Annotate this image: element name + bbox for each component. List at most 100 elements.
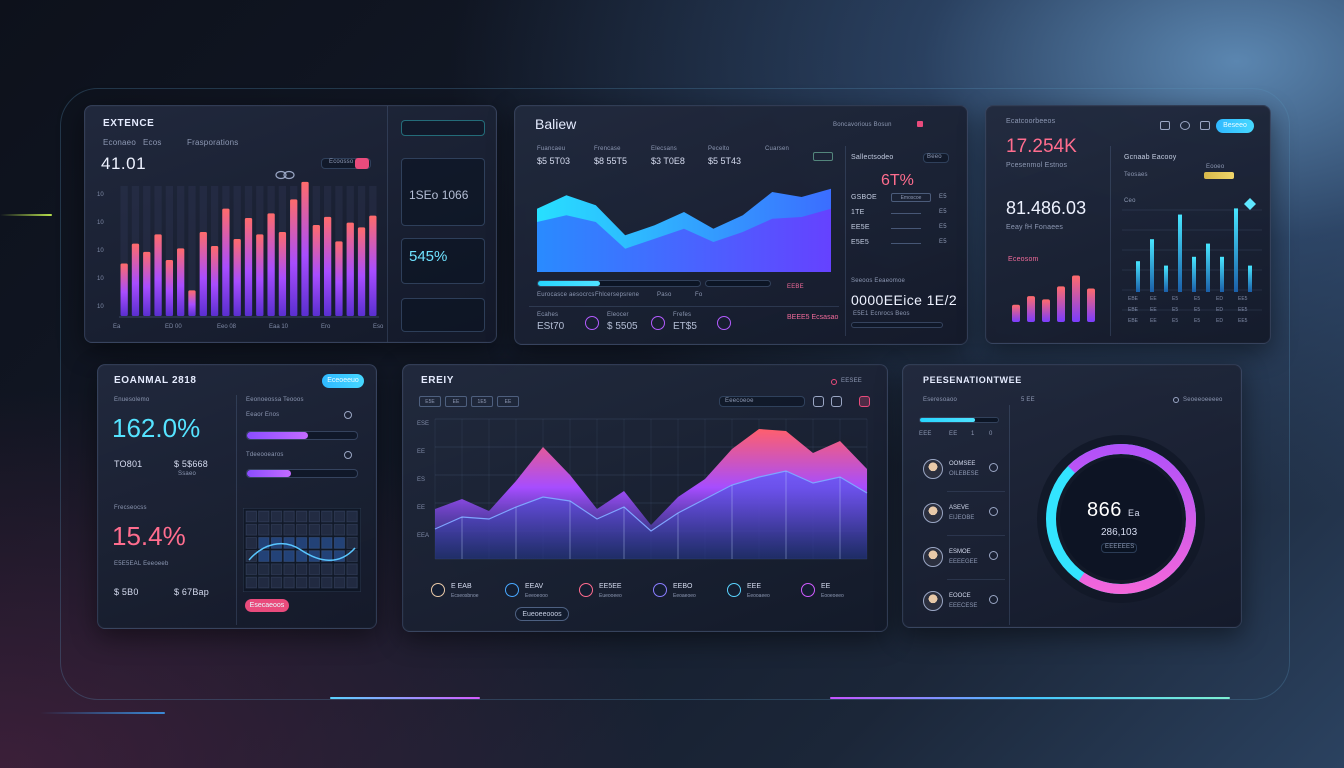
filter-chip[interactable]: EE [445,396,467,407]
search-icon[interactable] [813,396,824,407]
metric-sub-2: $ 5B0 [114,587,139,597]
toolbar-icon-1[interactable] [1160,121,1170,130]
x-tick: EBE [1128,318,1139,324]
caption-2: Frecseocss [114,505,147,511]
kpi-bar [1042,299,1050,322]
kpi-bar [1072,275,1080,322]
filter-chip[interactable] [321,158,371,169]
side-row-key: E5E5 [851,239,869,246]
person-action-icon[interactable] [989,463,998,472]
divider [845,146,846,336]
toolbar-icon-2[interactable] [1180,121,1190,130]
filter-chip[interactable]: E5E [419,396,441,407]
legend-avatar-icon [431,583,445,597]
kpi-value-1: 17.254K [1006,136,1077,157]
tab-ecos[interactable]: Ecos [143,138,162,147]
right-link[interactable]: Seoeeoeeeeo [1183,397,1223,403]
x-tick: E5 [1172,307,1178,313]
x-tick: Ea [113,324,121,330]
divider [236,395,237,625]
x-tick: Ero [321,324,331,330]
x-tick: E5 [1194,318,1200,324]
headline-value: 41.01 [101,154,147,173]
toolbar-icon-3[interactable] [1200,121,1210,130]
heatmap-cell [245,510,257,523]
bar [357,227,366,316]
legend-name: EEAV [525,583,544,590]
metric-sub-1b: $ 5$668 [174,459,208,469]
heatmap-cell [283,510,295,523]
spark-icon [1244,198,1256,210]
person-action-icon[interactable] [989,595,998,604]
heatmap-cell [308,510,320,523]
bar [222,208,230,316]
form-slider-1[interactable] [246,431,358,440]
filter-chip-badge[interactable] [355,158,369,169]
revenue-bar-chart: 10 10 10 10 10 Ea ED 00 Eeo 08 Eaa 10 Ero Eso 10 [97,181,385,330]
heatmap-cell [333,536,346,549]
person-action-icon[interactable] [989,551,998,560]
side-row-key: GSBOE [851,194,877,201]
heatmap-cell [308,563,320,576]
side-caption: Seeoos Eeaeomoe [851,278,906,284]
footer-icon-1 [585,316,599,330]
heatmap-cell [245,536,257,549]
progress-label-4: Fo [695,292,703,298]
bar-track [143,186,151,316]
x-tick: E5 [1172,296,1178,302]
chart-legend: Eceosom [1008,256,1039,263]
bar [323,216,332,316]
form-icon-2[interactable] [344,451,352,459]
bar [131,243,140,316]
settings-icon[interactable] [831,396,842,407]
side-row-button[interactable]: Emoscoe [891,193,931,202]
side-metric-box-3 [401,298,485,332]
caption-1: Enuesolemo [114,397,150,403]
footer-value-1: ESt70 [537,321,565,332]
donut-chip[interactable] [1101,543,1137,553]
y-tick: EE [417,449,425,455]
sub-title: Eseresoaoo [923,397,958,403]
search-input[interactable] [719,396,805,407]
metric-sub-1: TO801 [114,459,143,469]
bottom-button[interactable]: Eueoeeooos [515,607,569,621]
person-action-icon[interactable] [989,507,998,516]
bar-track [188,186,196,316]
toggle-button[interactable]: Beseeo [1216,119,1254,133]
header-button[interactable]: Eceoeeuo [322,374,364,388]
side-row-key: 1TE [851,209,865,216]
column-toggle[interactable] [813,152,833,161]
metric-sub-2b: $ 67Bap [174,587,209,597]
right-bar [1136,261,1140,292]
heatmap-cell [270,536,283,549]
footer-label-2: Eleocer [607,312,629,318]
alert-icon[interactable] [859,396,870,407]
heatmap-cell [346,523,358,536]
x-tick: Eso 10 [373,324,385,330]
side-row-value: E5 [939,194,947,200]
x-tick: Eaa 10 [269,324,289,330]
legend-caption: Eeoaeoeo [673,593,696,599]
accent-line-bottom-right [830,697,1230,699]
person-role: OILEBESE [949,471,979,477]
tab-frasporations[interactable]: Frasporations [187,138,239,147]
metric-sub-1-caption: Ssaeo [178,471,197,477]
header-badge [917,121,923,127]
heatmap-cell [308,550,320,563]
cta-button[interactable]: Esecaeoos [245,599,289,612]
bar [301,181,309,316]
heatmap-cell [333,510,346,523]
form-icon-1[interactable] [344,411,352,419]
heatmap-cell [283,563,295,576]
form-slider-2[interactable] [246,469,358,478]
filter-chip[interactable]: 1E5 [471,396,493,407]
heatmap-cell [295,536,308,549]
tab-econaeo[interactable]: Econaeo [103,138,136,147]
filter-chip[interactable]: EE [497,396,519,407]
side-chip[interactable] [923,153,949,163]
legend-avatar-icon [653,583,667,597]
metric-value-1: 162.0% [112,413,201,443]
heatmap-cell [295,576,308,589]
metric-sub-2-caption: E5E5EAL Eeeoeeb [114,561,169,567]
side-row-line [891,243,921,244]
